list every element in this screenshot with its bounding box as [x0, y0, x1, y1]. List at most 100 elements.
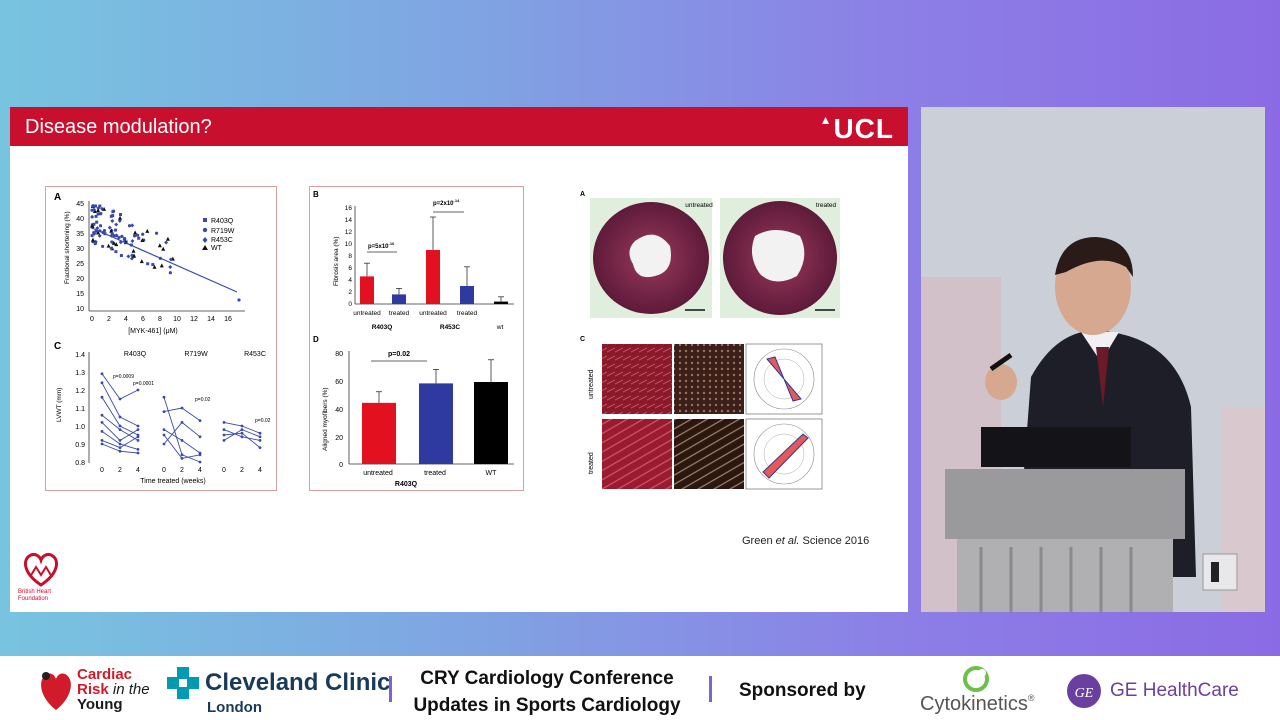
- cry-line-3: Young: [77, 696, 123, 713]
- ytick-a: 10: [76, 306, 84, 313]
- histology-image-untreated-1: [602, 344, 672, 414]
- xtick-c: 0: [162, 467, 166, 474]
- scatter-point: [109, 228, 114, 233]
- legend-diamond-icon: [202, 237, 208, 243]
- scatter-point: [164, 240, 169, 245]
- polar-ring: [763, 358, 805, 400]
- ytick-c: 1.4: [75, 352, 85, 359]
- polar-ring: [753, 423, 815, 485]
- lvwt-point: [240, 435, 244, 439]
- scatter-point: [161, 246, 166, 251]
- lvwt-point: [240, 431, 244, 435]
- xtick-a: 4: [124, 316, 128, 323]
- pvalue-c: p=0.02: [255, 418, 271, 424]
- bar: [494, 301, 508, 304]
- group-label-c: R403Q: [124, 351, 147, 358]
- scatter-point: [114, 228, 118, 232]
- lvwt-point: [222, 428, 226, 431]
- scatter-point: [94, 204, 98, 208]
- lvwt-point: [100, 413, 104, 417]
- xticks-a: 0 2 4 6 8 10 12 14 16: [90, 316, 232, 323]
- scatter-point: [123, 236, 127, 241]
- lvwt-point: [162, 442, 166, 446]
- lvwt-point: [100, 381, 104, 385]
- xtick-c: 4: [198, 467, 202, 474]
- lvwt-point: [180, 439, 184, 442]
- bar: [460, 286, 474, 304]
- figure-panel-middle: B Fibrosis area (%) 16 14 12 10 8 6 4 2 …: [309, 186, 524, 491]
- lvwt-point: [118, 442, 122, 446]
- ytick-d: 60: [335, 379, 343, 386]
- lvwt-point: [118, 428, 122, 431]
- bar: [426, 250, 440, 304]
- axis-label-lvwt: LVWT (mm): [56, 388, 63, 422]
- legend-a: R403Q R719W R453C WT: [202, 218, 235, 252]
- xtick-d: WT: [486, 470, 498, 477]
- panel-label-a: A: [580, 191, 585, 198]
- xtick-d: treated: [424, 470, 446, 477]
- axis-label-myk: [MYK-461] (μM): [128, 328, 178, 335]
- scatter-point: [118, 240, 123, 245]
- scatter-point: [137, 236, 141, 240]
- xtick-b: untreated: [419, 310, 447, 317]
- lvwt-point: [136, 435, 140, 439]
- heart-lumen-treated: [751, 230, 805, 282]
- ytick-c: 1.1: [75, 406, 85, 413]
- speaker-hand: [985, 364, 1017, 400]
- lvwt-point: [118, 446, 122, 449]
- cytokinetics-registered: ®: [1027, 693, 1035, 703]
- histology-image-untreated-2: [674, 344, 744, 414]
- scatter-point: [102, 206, 107, 211]
- speaker-video-feed: [921, 107, 1265, 612]
- panel-border: [45, 186, 277, 491]
- axis-label-fractional-shortening: Fractional shortening (%): [64, 211, 71, 284]
- lvwt-point: [136, 428, 140, 431]
- scatter-point: [96, 212, 100, 216]
- lvwt-point: [162, 395, 166, 399]
- citation-italic: et al.: [775, 535, 800, 547]
- scatter-point: [106, 243, 111, 248]
- cleveland-clinic-location: London: [207, 699, 262, 716]
- xticks-b: untreated treated untreated treated wt: [353, 310, 503, 331]
- speaker-scene: [921, 107, 1265, 612]
- figure-panel-right: A untreated treated C untreated treated: [575, 186, 840, 496]
- cry-logo-text: Cardiac Risk in the Young: [77, 667, 150, 712]
- scatter-point: [109, 246, 114, 251]
- bars-aligned: [362, 359, 508, 464]
- scatter-point: [110, 219, 115, 224]
- xtick-a: 2: [107, 316, 111, 323]
- yticks-d: 80 60 40 20 0: [335, 351, 343, 469]
- conference-line-2: Updates in Sports Cardiology: [413, 695, 681, 716]
- presentation-clicker: [989, 352, 1013, 372]
- cleveland-clinic-name: Cleveland Clinic: [205, 669, 391, 696]
- legend-square-icon: [203, 218, 207, 222]
- scatter-point: [135, 233, 140, 237]
- scatter-point: [94, 214, 98, 218]
- yticks-b: 16 14 12 10 8 6 4 2 0: [345, 205, 353, 308]
- scatter-point: [141, 232, 145, 236]
- scatter-point: [111, 209, 116, 213]
- scatter-point: [168, 265, 173, 270]
- scatter-point: [114, 222, 119, 227]
- ytick-a: 40: [76, 216, 84, 223]
- xtick-a: 16: [224, 316, 232, 323]
- scatter-point: [154, 231, 159, 235]
- group-label-b: R403Q: [372, 324, 393, 331]
- lvwt-point: [240, 424, 244, 428]
- lvwt-point: [136, 451, 140, 455]
- lvwt-point: [100, 439, 104, 442]
- citation: Green et al. Science 2016: [742, 535, 869, 547]
- xtick-b: wt: [496, 324, 504, 331]
- bar: [362, 402, 396, 464]
- lvwt-point: [162, 410, 166, 413]
- lvwt-point: [258, 435, 262, 439]
- scatter-point: [114, 250, 118, 254]
- speaker-tie: [1096, 347, 1109, 407]
- lvwt-point: [136, 388, 140, 392]
- scatter-point: [126, 254, 131, 259]
- scatter-point: [90, 208, 94, 212]
- ucl-portico-icon: ▲: [819, 113, 833, 127]
- cytokinetics-name: Cytokinetics: [920, 693, 1028, 715]
- lvwt-point: [198, 460, 202, 464]
- lvwt-point: [118, 397, 122, 401]
